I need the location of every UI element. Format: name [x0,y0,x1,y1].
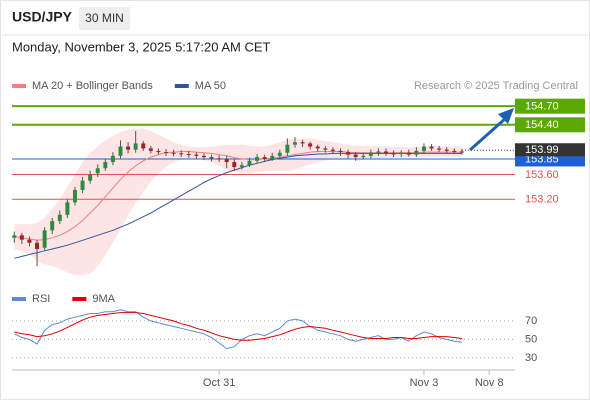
candle-body [239,165,244,168]
candle-body [201,155,206,158]
y-tick-label: 70 [525,315,537,327]
candle-body [232,162,237,168]
candle-body [217,158,222,160]
candle-body [459,151,464,153]
candle-body [186,153,191,155]
level-label-box [515,98,585,114]
candle-body [209,157,214,159]
candle-body [72,189,77,203]
level-label: 154.40 [525,119,559,131]
candle-body [118,146,123,156]
candle-body [65,202,70,215]
y-tick-label: 30 [525,352,537,364]
datetime: Monday, November 3, 2025 5:17:20 AM CET [12,39,271,54]
candle-body [338,150,343,153]
x-tick-label: Nov 3 [410,377,439,389]
candle-body [429,146,434,149]
candle-body [110,155,115,163]
candle-body [376,151,381,153]
candle-body [292,142,297,145]
candle-body [285,144,290,153]
candle-body [27,239,32,243]
candle-body [315,146,320,149]
level-label: 153.85 [525,153,559,165]
indicator-line [14,309,462,350]
candle-body [164,152,169,154]
candle-body [452,150,457,152]
candle-body [262,157,267,159]
candle-body [12,235,17,238]
candle-body [133,143,138,150]
candle-body [323,148,328,150]
x-tick-label: Nov 8 [475,377,504,389]
bollinger-band [14,128,462,275]
moving-average [14,152,462,259]
legend-label: 9MA [92,293,115,305]
interval-button[interactable] [79,7,130,30]
legend-label: MA 20 + Bollinger Bands [32,80,153,92]
candle-body [406,152,411,155]
candle-body [42,230,47,248]
candle-body [156,150,161,153]
symbol: USD/JPY [12,9,73,25]
candle-body [57,214,62,222]
legend-label: MA 50 [195,80,226,92]
candle-body [399,152,404,154]
candle-body [444,149,449,151]
candle-body [308,143,313,147]
last-price-box [515,143,585,157]
forecast-arrow-head [498,108,514,124]
legend-swatch [174,84,189,88]
candle-body [88,174,93,181]
candle-body [384,151,389,154]
candle-body [437,148,442,150]
candle-body [346,152,351,155]
candle-body [19,235,24,240]
last-price-label: 153.99 [525,144,559,156]
candle-body [224,158,229,163]
candle-body [270,155,275,159]
candle-body [368,152,373,156]
candle-body [247,160,252,166]
legend-label: RSI [32,293,50,305]
x-tick-label: Oct 31 [203,377,235,389]
legend-swatch [72,297,87,301]
candle-body [255,157,260,161]
indicator-line [14,312,462,341]
y-tick-label: 50 [525,333,537,345]
candle-body [103,162,108,169]
level-label-box [515,117,585,133]
annotation: Research © 2025 Trading Central [414,80,578,92]
candle-body [171,152,176,154]
candle-body [35,242,40,249]
legend-swatch [12,297,26,301]
candle-body [95,168,100,174]
legend-swatch [12,84,26,88]
candle-body [277,152,282,156]
candle-body [330,149,335,151]
candle-body [194,154,199,156]
level-label: 153.60 [525,169,559,181]
candle-body [80,180,85,190]
candle-body [50,221,55,231]
interval-label[interactable]: 30 MIN [85,11,124,25]
candle-body [179,153,184,155]
candle-body [414,150,419,155]
candle-body [148,148,153,151]
level-label: 153.20 [525,194,559,206]
candle-body [300,142,305,144]
candle-body [353,154,358,158]
candle-body [391,153,396,155]
level-label: 154.70 [525,101,559,113]
candle-body [361,155,366,158]
forecast-arrow [469,116,507,152]
candle-body [141,143,146,149]
candle-body [126,146,131,150]
candle-body [421,146,426,151]
